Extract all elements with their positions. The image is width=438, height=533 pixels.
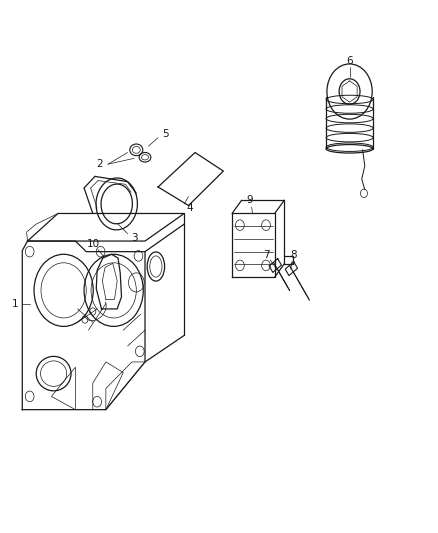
Text: 8: 8 xyxy=(290,250,297,260)
Text: 2: 2 xyxy=(96,159,102,169)
Text: 9: 9 xyxy=(246,195,253,205)
Text: 10: 10 xyxy=(87,239,100,249)
Text: 3: 3 xyxy=(131,233,138,244)
Text: 5: 5 xyxy=(162,129,169,139)
Text: 6: 6 xyxy=(346,56,353,66)
Text: 1: 1 xyxy=(12,298,19,309)
Text: 7: 7 xyxy=(264,250,270,260)
Text: 4: 4 xyxy=(187,203,193,213)
